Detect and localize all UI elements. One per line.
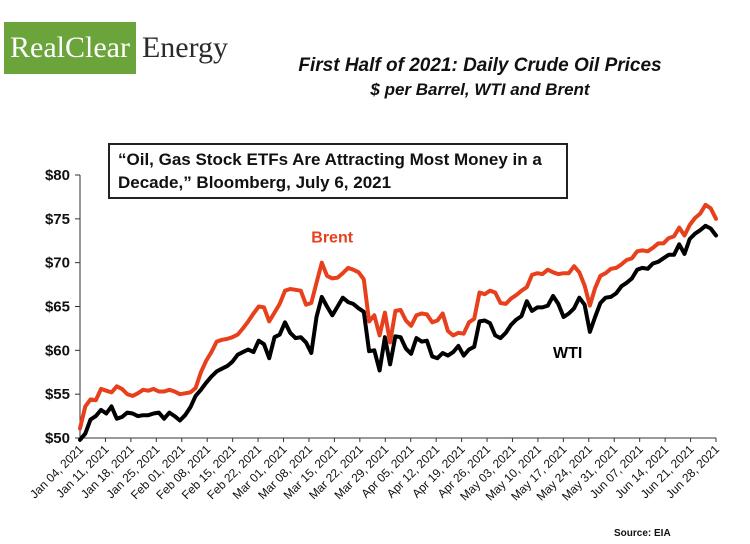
logo-realclear-text: RealClear [4, 22, 136, 74]
y-tick-label: $60 [45, 342, 70, 359]
chart-title: First Half of 2021: Daily Crude Oil Pric… [298, 55, 662, 76]
chart-subtitle: $ per Barrel, WTI and Brent [370, 80, 590, 99]
y-tick-label: $70 [45, 255, 70, 272]
realclear-energy-logo: RealClear Energy [4, 22, 228, 74]
y-tick-label: $65 [45, 299, 70, 316]
series-labels: Brent WTI [311, 230, 582, 363]
series-label-brent: Brent [311, 230, 353, 247]
series-line-wti [78, 223, 718, 442]
series-lines [78, 202, 718, 442]
y-axis: $50 $55 $60 $65 $70 $75 $80 [45, 167, 81, 447]
y-tick-label: $80 [45, 167, 70, 184]
source-note: Source: EIA [614, 528, 671, 539]
y-tick-label: $75 [45, 211, 70, 228]
logo-energy-text: Energy [141, 31, 229, 64]
bloomberg-quote-box: “Oil, Gas Stock ETFs Are Attracting Most… [108, 143, 568, 199]
y-tick-label: $55 [45, 386, 70, 403]
y-tick-label: $50 [45, 430, 70, 447]
series-label-wti: WTI [553, 345, 582, 362]
series-line-brent [78, 202, 718, 431]
